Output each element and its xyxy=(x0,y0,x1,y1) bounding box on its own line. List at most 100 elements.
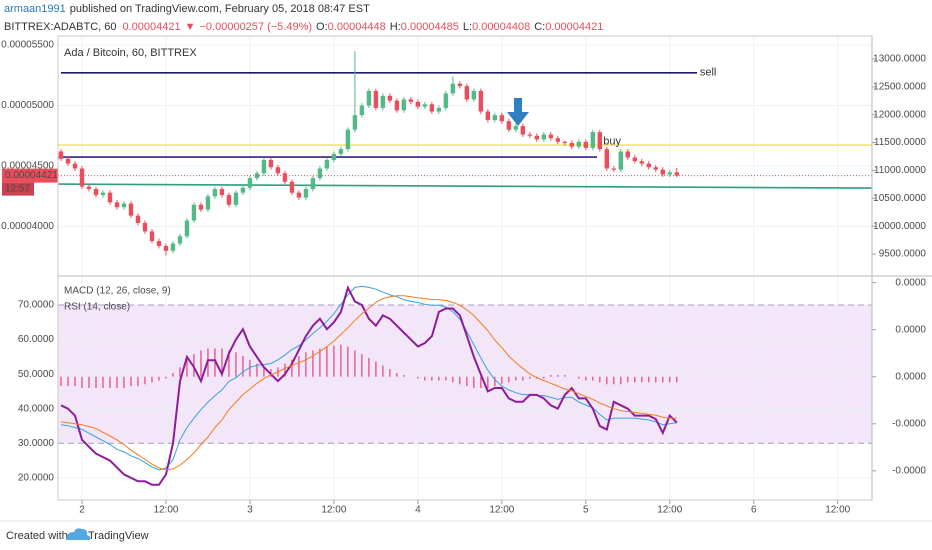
candle-body xyxy=(443,93,449,108)
candle-body xyxy=(415,101,421,107)
x-tick-label: 12:00 xyxy=(825,505,850,516)
trend-line xyxy=(57,183,873,189)
x-tick-label: 5 xyxy=(583,505,589,516)
candle-body xyxy=(163,245,169,251)
candle-body xyxy=(100,192,106,196)
x-tick-label: 12:00 xyxy=(489,505,514,516)
candle-body xyxy=(156,241,162,246)
x-tick-label: 12:00 xyxy=(153,505,178,516)
author-link[interactable]: armaan1991 xyxy=(4,3,66,15)
y2-tick-label: 10000.0000 xyxy=(873,221,926,232)
ohlc-label: O: xyxy=(316,21,328,33)
series-line xyxy=(60,295,677,471)
candle-body xyxy=(135,215,141,223)
y2-tick-label: -0.0000 xyxy=(892,465,926,476)
candle-body xyxy=(632,157,637,162)
last-price-tag xyxy=(2,168,58,183)
footer-text: Created with xyxy=(6,530,68,542)
y2-tick-label: 11000.0000 xyxy=(874,165,927,176)
arrow-annotation xyxy=(507,98,529,126)
ohlc-label: C: xyxy=(534,21,545,33)
candle-body xyxy=(597,132,603,150)
candle-body xyxy=(583,141,589,148)
candle-body xyxy=(79,168,85,187)
candle-body xyxy=(534,135,540,140)
candle-body xyxy=(303,189,309,198)
candle-body xyxy=(660,169,665,175)
candle-body xyxy=(107,192,113,203)
annotation: buy xyxy=(603,136,621,148)
symbol: BITTREX:ADABTC, 60 xyxy=(4,21,116,33)
y-tick-label: 50.0000 xyxy=(18,369,55,380)
candle-body xyxy=(485,111,491,121)
candle-body xyxy=(352,115,358,130)
candle-body xyxy=(149,231,155,242)
candle-body xyxy=(317,168,323,179)
y2-tick-label: 9500.0000 xyxy=(879,249,927,260)
candle-body xyxy=(422,104,428,107)
candle-body xyxy=(261,159,267,174)
candle-body xyxy=(499,115,505,122)
candle-body xyxy=(380,95,386,108)
annotation: sell xyxy=(700,67,717,79)
y-tick-label: 0.00004500 xyxy=(1,161,54,172)
y-tick-label: 60.0000 xyxy=(18,334,55,345)
countdown: 12:57 xyxy=(5,184,30,195)
ohlc-value: 0.00004421 xyxy=(545,21,603,33)
candle-body xyxy=(282,173,288,182)
candle-body xyxy=(310,178,316,190)
candle-body xyxy=(457,83,463,87)
candle-body xyxy=(667,172,672,175)
change: −0.00000257 (−5.49%) xyxy=(200,21,313,33)
last-price: 0.00004421 xyxy=(122,21,180,33)
x-tick-label: 3 xyxy=(247,505,253,516)
legend-entry: RSI (14, close) xyxy=(64,302,130,313)
candle-body xyxy=(618,151,623,170)
y-tick-label: 0.00004000 xyxy=(1,221,54,232)
candle-body xyxy=(128,203,134,216)
candle-body xyxy=(611,168,616,170)
x-tick-label: 6 xyxy=(751,505,757,516)
candle-body xyxy=(268,159,274,168)
candle-body xyxy=(142,222,148,232)
ohlc-label: L: xyxy=(463,21,472,33)
x-tick-label: 4 xyxy=(415,505,421,516)
candle-body xyxy=(513,126,519,130)
ohlc-value: 0.00004448 xyxy=(328,21,386,33)
candle-body xyxy=(653,167,658,170)
change-arrow: ▼ xyxy=(185,21,196,33)
candle-body xyxy=(555,138,561,142)
candle-body xyxy=(289,181,295,193)
candle-body xyxy=(177,236,183,244)
ohlc-value: 0.00004485 xyxy=(401,21,459,33)
candle-body xyxy=(65,158,71,164)
y-tick-label: 20.0000 xyxy=(18,473,55,484)
candle-body xyxy=(247,178,253,188)
candle-body xyxy=(625,151,630,158)
candle-body xyxy=(569,143,575,147)
candle-body xyxy=(184,220,190,237)
candle-body xyxy=(366,90,372,106)
x-tick-label: 12:00 xyxy=(321,505,346,516)
candle-body xyxy=(548,134,554,139)
candle-body xyxy=(478,90,484,112)
legend-entry: MACD (12, 26, close, 9) xyxy=(64,286,171,297)
candle-body xyxy=(604,149,610,169)
candle-body xyxy=(464,86,470,100)
y2-tick-label: 10500.0000 xyxy=(873,193,926,204)
y2-tick-label: 13000.0000 xyxy=(873,54,926,65)
y2-tick-label: 0.0000 xyxy=(895,324,926,335)
candle-body xyxy=(191,204,197,221)
candle-body xyxy=(387,95,393,101)
symbol-line: BITTREX:ADABTC, 60 0.00004421 ▼ −0.00000257… xyxy=(4,21,603,33)
plot-area: 0.00004000 0.00004500 0.00005000 0.00005500… xyxy=(1,36,926,516)
candle-body xyxy=(240,187,246,193)
candle-body xyxy=(86,186,92,190)
footer-brand[interactable]: TradingView xyxy=(88,530,149,542)
countdown-tag xyxy=(2,182,34,196)
y2-tick-label: 0.0000 xyxy=(895,277,926,288)
candle-body xyxy=(401,99,407,111)
candle-body xyxy=(331,153,337,160)
